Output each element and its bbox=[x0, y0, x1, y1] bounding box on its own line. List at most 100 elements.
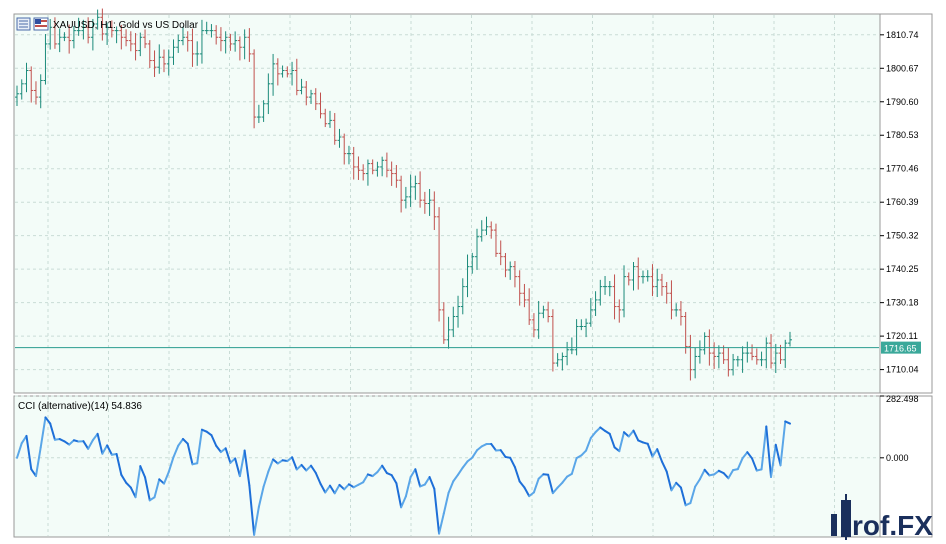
price-bar bbox=[342, 133, 347, 165]
chart-type-icon[interactable] bbox=[16, 17, 31, 31]
cci-segment bbox=[675, 481, 682, 489]
cci-segment bbox=[651, 448, 659, 458]
cci-segment bbox=[324, 484, 331, 494]
cci-segment bbox=[134, 465, 142, 499]
price-bar bbox=[294, 58, 299, 96]
cci-segment bbox=[608, 432, 616, 449]
cci-segment bbox=[395, 482, 403, 509]
cci-segment bbox=[556, 481, 564, 489]
price-scale-panel[interactable] bbox=[879, 13, 933, 394]
price-bar bbox=[152, 50, 157, 77]
cci-segment bbox=[656, 448, 663, 463]
cci-segment bbox=[561, 475, 569, 484]
cci-segment bbox=[96, 432, 104, 455]
price-bar bbox=[688, 334, 693, 381]
price-bar bbox=[138, 32, 143, 57]
price-bar bbox=[626, 272, 631, 286]
price-bar bbox=[636, 257, 641, 290]
indicator-title: CCI (alternative)(14) 54.836 bbox=[18, 401, 142, 412]
price-bar bbox=[403, 186, 408, 209]
price-bar bbox=[683, 311, 688, 354]
price-bar bbox=[731, 353, 736, 376]
cci-segment bbox=[267, 458, 275, 473]
price-bar bbox=[465, 254, 470, 298]
price-bar bbox=[508, 261, 513, 280]
cci-segment bbox=[490, 442, 497, 452]
cci-segment bbox=[305, 464, 313, 472]
price-bar bbox=[228, 33, 233, 51]
price-bar bbox=[285, 66, 290, 78]
price-bar bbox=[484, 216, 489, 236]
price-bar bbox=[143, 29, 148, 49]
cci-segment bbox=[196, 428, 203, 465]
cci-segment bbox=[272, 458, 279, 465]
price-bar bbox=[76, 17, 81, 36]
price-bar bbox=[19, 79, 24, 100]
cci-segment bbox=[746, 451, 754, 460]
cci-segment bbox=[457, 466, 464, 476]
price-bar bbox=[550, 309, 555, 372]
price-bar bbox=[346, 145, 351, 165]
cci-segment bbox=[186, 442, 194, 466]
cci-segment bbox=[125, 481, 132, 489]
price-bar bbox=[489, 221, 494, 239]
cci-segment bbox=[243, 449, 251, 487]
price-bar bbox=[67, 24, 72, 54]
symbol-flag-icon[interactable] bbox=[33, 17, 49, 31]
price-tick-label: 1710.04 bbox=[886, 365, 919, 375]
price-tick-label: 1730.18 bbox=[886, 298, 919, 308]
cci-segment bbox=[438, 512, 445, 535]
cci-segment bbox=[376, 464, 384, 474]
price-bar bbox=[176, 34, 181, 53]
cci-segment bbox=[774, 443, 782, 467]
cci-segment bbox=[665, 470, 673, 492]
price-bar bbox=[669, 280, 674, 320]
cci-segment bbox=[779, 420, 787, 467]
price-bar bbox=[275, 58, 280, 86]
price-bar bbox=[304, 81, 309, 106]
price-bar bbox=[716, 345, 721, 369]
price-bar bbox=[57, 28, 62, 53]
cci-segment bbox=[300, 463, 308, 472]
price-bar bbox=[180, 26, 185, 46]
price-tick-label: 1740.25 bbox=[886, 264, 919, 274]
cci-segment bbox=[87, 439, 94, 450]
price-bar bbox=[237, 36, 242, 61]
cci-segment bbox=[414, 468, 422, 488]
cci-segment bbox=[476, 445, 483, 452]
price-bar bbox=[759, 351, 764, 367]
cci-segment bbox=[181, 437, 189, 445]
price-bar bbox=[783, 339, 788, 368]
main-plot-area[interactable] bbox=[13, 13, 881, 394]
cci-segment bbox=[442, 491, 450, 515]
price-bar bbox=[740, 346, 745, 373]
price-bar bbox=[650, 264, 655, 297]
cci-segment bbox=[295, 463, 303, 471]
cci-segment bbox=[16, 442, 23, 459]
price-bar bbox=[702, 332, 707, 355]
cci-segment bbox=[670, 481, 678, 492]
indicator-scale-panel[interactable] bbox=[879, 395, 933, 538]
cci-segment bbox=[371, 471, 379, 478]
indicator-plot-area[interactable] bbox=[13, 395, 881, 538]
price-bar bbox=[750, 344, 755, 361]
price-bar bbox=[299, 78, 304, 95]
price-bar bbox=[204, 21, 209, 35]
cci-segment bbox=[698, 468, 706, 481]
price-bar bbox=[394, 164, 399, 188]
cci-segment bbox=[627, 429, 635, 438]
cci-segment bbox=[238, 449, 246, 478]
cci-segment bbox=[523, 486, 531, 498]
price-bar bbox=[252, 49, 257, 129]
cci-segment bbox=[509, 456, 516, 469]
price-tick-label: 1800.67 bbox=[886, 63, 919, 73]
cci-segment bbox=[129, 486, 137, 499]
price-bar bbox=[162, 49, 167, 73]
cci-segment bbox=[727, 469, 735, 480]
cci-segment bbox=[452, 473, 460, 483]
price-bar bbox=[313, 88, 318, 111]
price-bar bbox=[109, 20, 114, 38]
cci-segment bbox=[343, 483, 350, 491]
price-bar bbox=[15, 85, 19, 107]
